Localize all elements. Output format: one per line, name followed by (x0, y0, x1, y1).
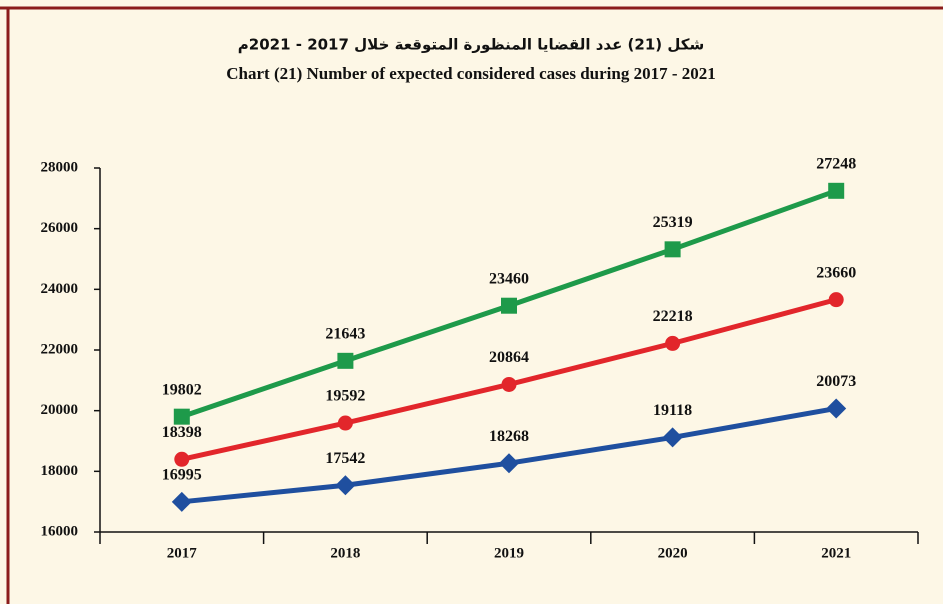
chart-title: Chart (21) Number of expected considered… (226, 64, 716, 83)
data-label: 20073 (816, 373, 856, 390)
data-label: 18268 (489, 428, 529, 445)
marker (828, 182, 845, 199)
x-tick-label: 2020 (658, 545, 688, 561)
y-tick-label: 26000 (41, 220, 79, 236)
marker (499, 453, 519, 474)
data-label: 19802 (162, 381, 202, 398)
data-label: 19592 (325, 388, 365, 405)
data-label: 23660 (816, 264, 856, 281)
marker (501, 376, 517, 392)
data-label: 21643 (325, 326, 365, 343)
marker (664, 241, 681, 258)
marker (337, 352, 354, 369)
chart-title-ar: شكل (21) عدد القضايا المنظورة المتوقعة خ… (238, 36, 704, 54)
y-tick-label: 16000 (41, 523, 79, 539)
marker (173, 408, 190, 425)
data-label: 22218 (653, 308, 693, 325)
data-label: 23460 (489, 270, 529, 287)
data-label: 20864 (489, 349, 529, 366)
data-label: 27248 (816, 155, 856, 172)
y-tick-label: 24000 (41, 281, 79, 297)
data-label: 25319 (653, 214, 693, 231)
data-label: 17542 (325, 450, 365, 467)
x-tick-label: 2018 (330, 545, 360, 561)
data-label: 16995 (162, 466, 202, 483)
data-label: 18398 (162, 424, 202, 441)
marker (828, 292, 844, 308)
marker (174, 451, 190, 467)
x-tick-label: 2019 (494, 545, 524, 561)
marker (826, 398, 847, 419)
marker (337, 415, 353, 431)
marker (171, 491, 192, 512)
x-tick-label: 2021 (821, 545, 851, 561)
y-tick-label: 18000 (41, 463, 79, 479)
marker (662, 427, 683, 448)
marker (501, 297, 517, 314)
y-tick-label: 20000 (41, 402, 79, 418)
y-tick-label: 28000 (41, 159, 79, 175)
x-tick-label: 2017 (167, 545, 198, 561)
data-label: 19118 (653, 402, 692, 419)
marker (335, 475, 356, 496)
y-tick-label: 22000 (41, 341, 79, 357)
marker (665, 335, 681, 351)
